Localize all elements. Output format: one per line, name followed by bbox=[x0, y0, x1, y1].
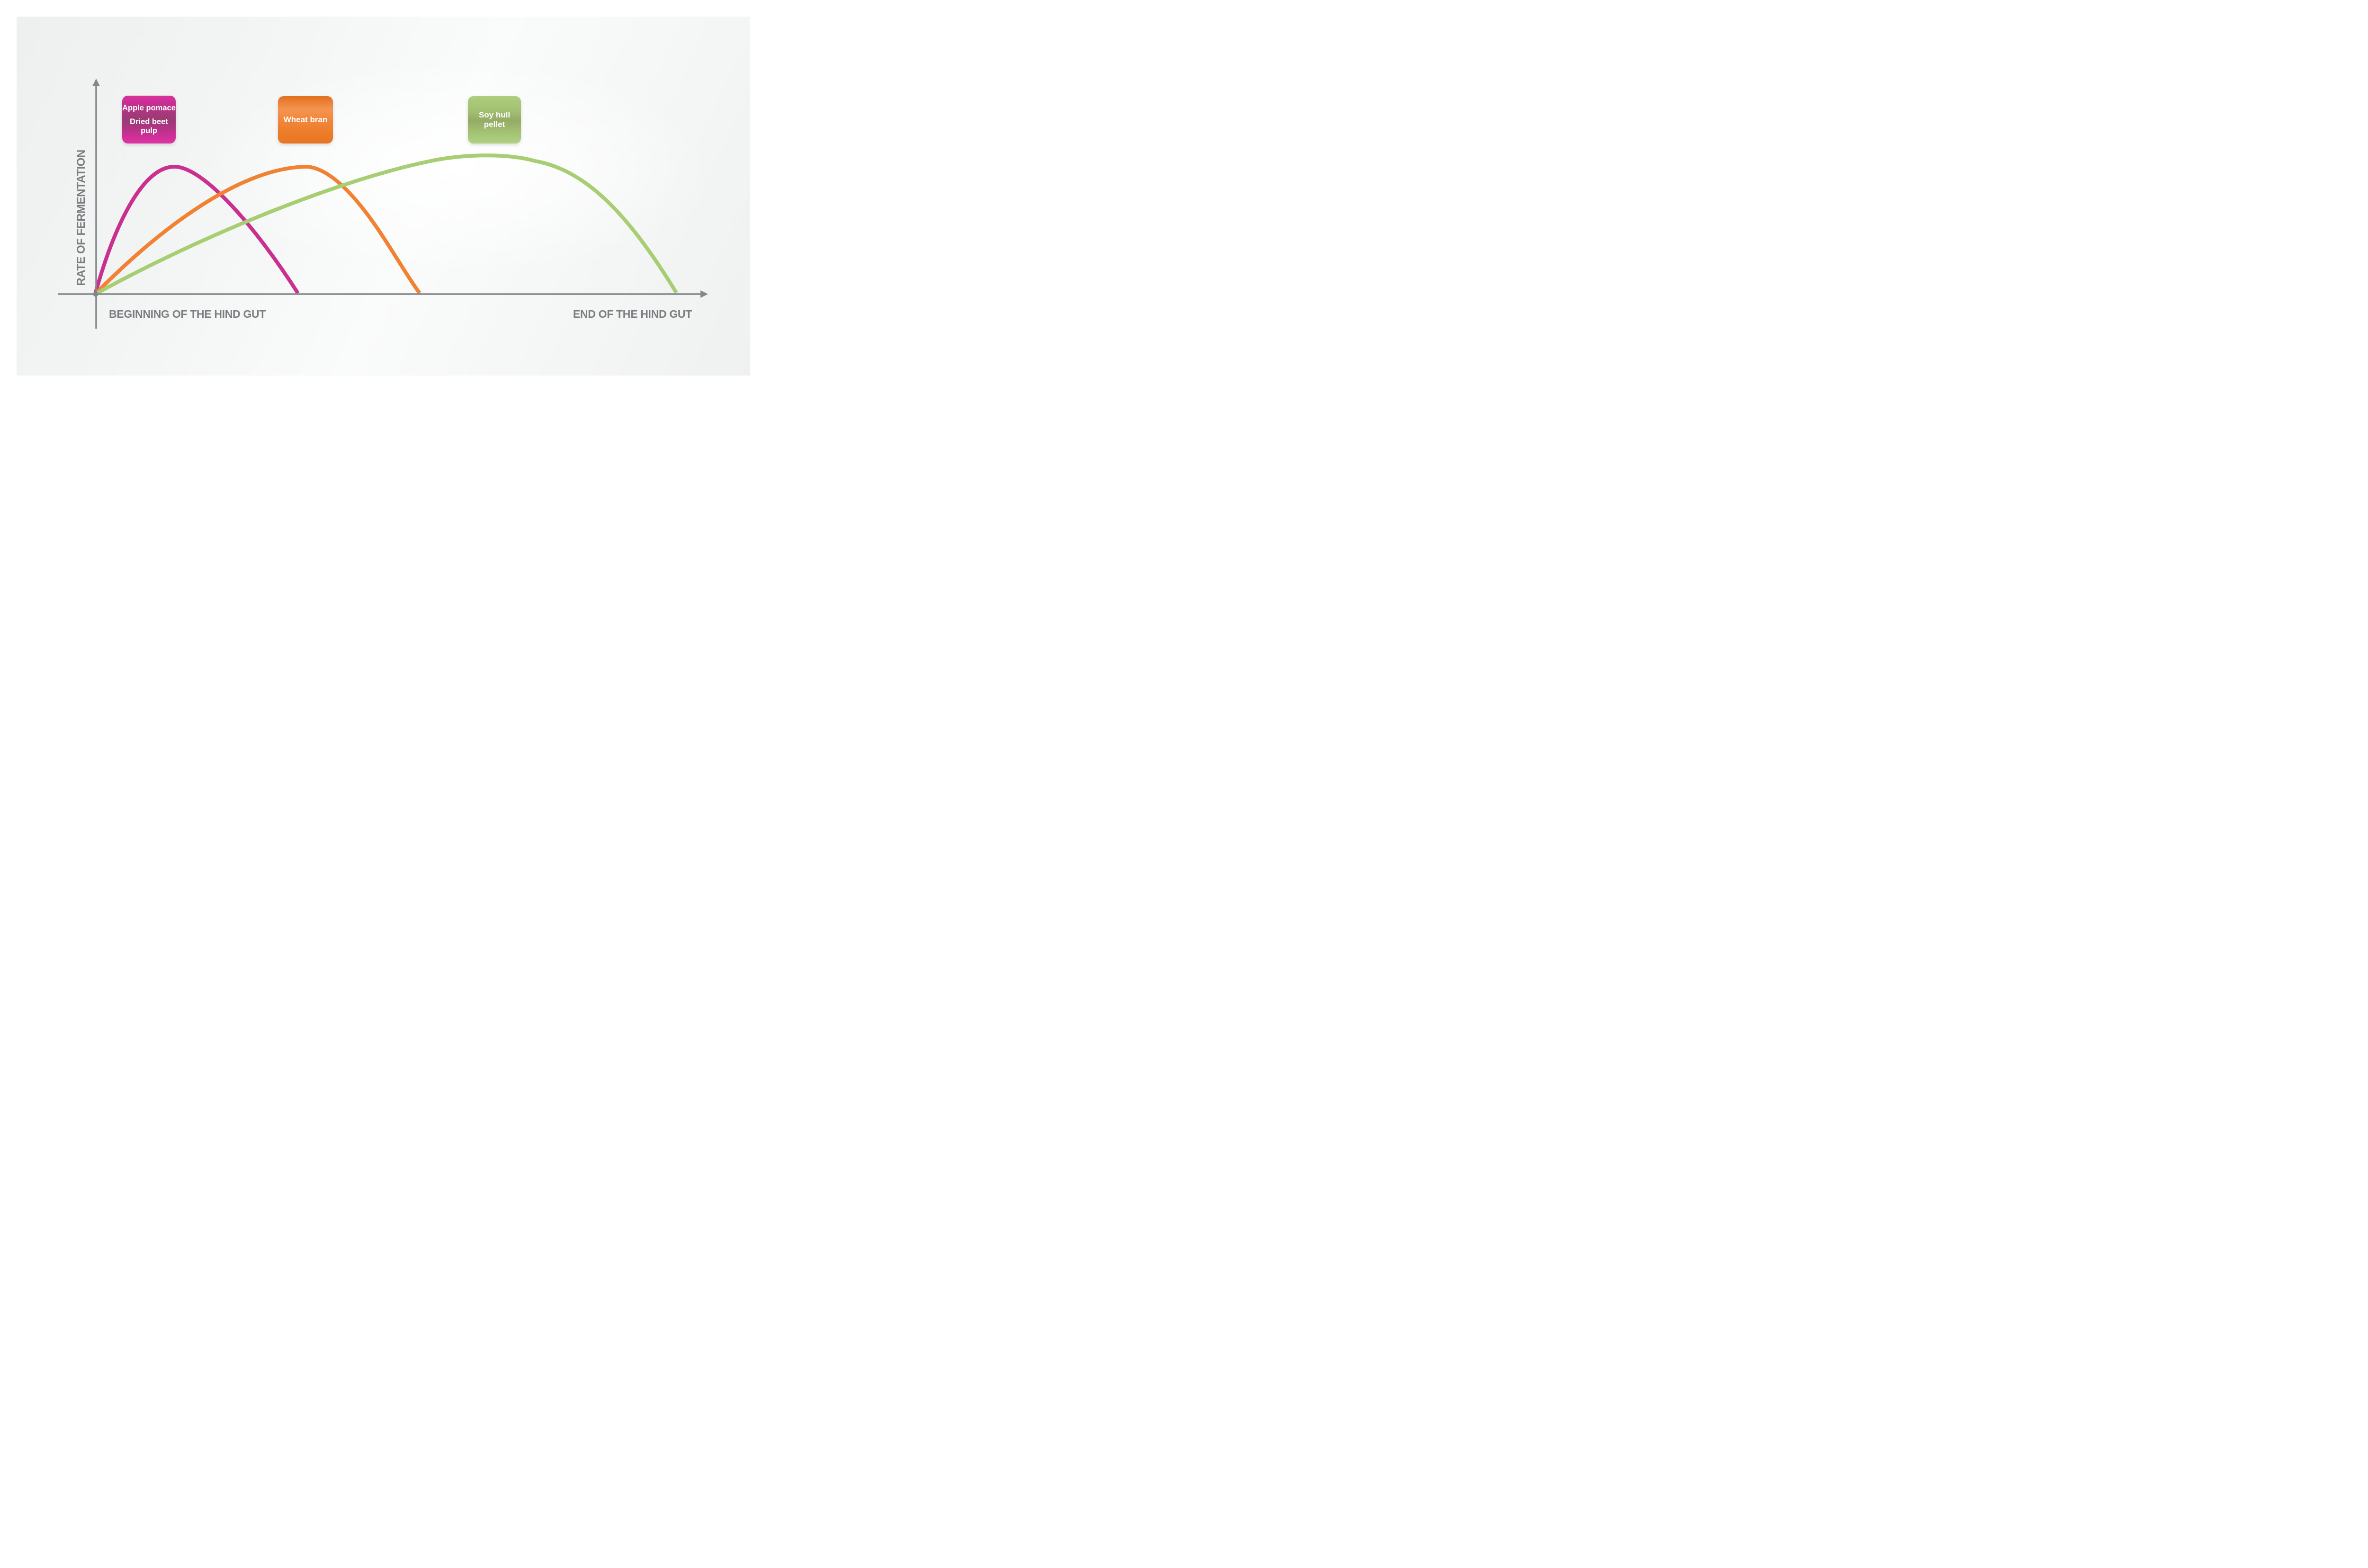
x-axis-arrow-icon bbox=[700, 290, 708, 298]
legend-wheat-bran: Wheat bran bbox=[278, 96, 333, 143]
legend-label: Dried beet pulp bbox=[130, 117, 168, 135]
y-axis-arrow-icon bbox=[92, 79, 100, 86]
origin-dot bbox=[93, 291, 99, 297]
legend-label: Apple pomace bbox=[122, 104, 176, 112]
y-axis-title: RATE OF FERMENTATION bbox=[75, 150, 88, 286]
wheat-bran-curve bbox=[94, 164, 422, 296]
fermentation-rate-chart bbox=[58, 79, 708, 329]
x-axis-label-end: END OF THE HIND GUT bbox=[573, 308, 692, 320]
chart-background-panel bbox=[17, 17, 750, 376]
legend-apple-pomace-beet-pulp: Apple pomace Dried beet pulp bbox=[122, 96, 176, 143]
x-axis-label-beginning: BEGINNING OF THE HIND GUT bbox=[109, 308, 266, 320]
soy-hull-pellet-curve bbox=[94, 153, 678, 296]
legend-label: Wheat bran bbox=[283, 115, 328, 124]
fermentation-infographic: Apple pomace Dried beet pulp Wheat bran … bbox=[0, 0, 767, 392]
legend-soy-hull-pellet: Soy hull pellet bbox=[468, 96, 521, 143]
legend-label: Soy hull pellet bbox=[478, 110, 511, 129]
apple-pomace-beet-pulp-curve bbox=[93, 164, 300, 295]
